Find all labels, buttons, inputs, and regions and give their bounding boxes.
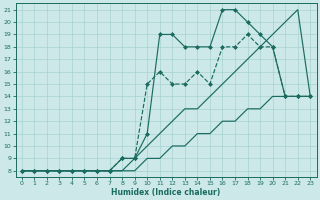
- X-axis label: Humidex (Indice chaleur): Humidex (Indice chaleur): [111, 188, 221, 197]
